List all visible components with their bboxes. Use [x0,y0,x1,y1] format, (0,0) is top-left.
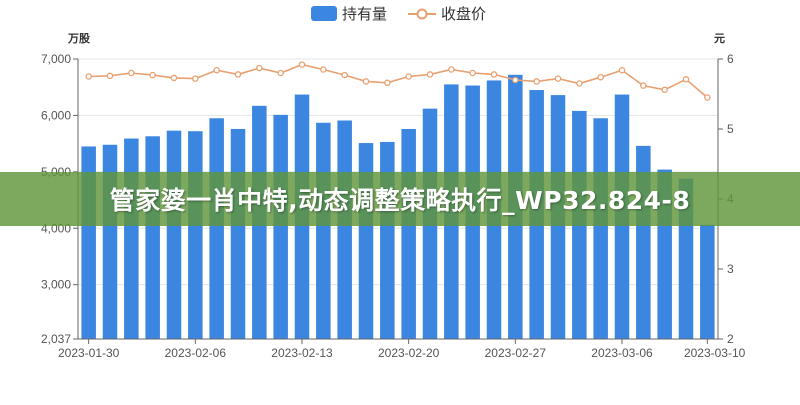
price-point [448,66,455,73]
price-point [298,61,306,68]
bar [316,122,331,339]
legend-bar-swatch[interactable] [311,6,337,21]
bar [145,136,160,339]
price-point [106,72,114,80]
price-point [170,74,178,82]
bar [401,128,416,339]
price-point [362,78,370,85]
price-point [426,71,434,78]
x-tick-label: 2023-02-27 [485,346,547,360]
price-point [640,82,647,89]
bar [337,120,352,340]
price-point [597,73,604,81]
watermark-text: 管家婆一肖中特,动态调整策略执行_WP32.824-8 [109,186,691,215]
price-point [512,76,519,84]
price-point [149,71,156,79]
watermark-banner: 管家婆一肖中特,动态调整策略执行_WP32.824-8 [0,172,800,226]
price-point [618,66,626,74]
price-point [256,64,263,72]
axes: 2,0373,0004,0005,0006,0007,000234562023-… [41,52,746,360]
legend[interactable]: 持有量 收盘价 [311,5,486,23]
price-point [320,66,327,73]
x-tick-label: 2023-03-06 [591,346,653,360]
legend-line-marker[interactable] [416,8,428,20]
line-series [85,61,711,101]
y-left-tick-label: 3,000 [41,278,71,292]
price-point [192,75,199,82]
price-point [128,69,135,77]
bar [700,224,715,339]
x-tick-label: 2023-02-13 [271,346,333,360]
price-point [341,71,348,79]
price-point [234,71,242,78]
price-point [85,73,92,80]
bar [166,130,182,339]
price-point [554,75,562,82]
y-left-tick-label: 7,000 [41,52,71,66]
bar [593,118,608,339]
x-tick-label: 2023-02-20 [378,346,440,360]
price-point [469,69,476,77]
y-right-tick-label: 3 [727,262,734,276]
bar [124,138,139,339]
y-left-tick-label: 2,037 [41,332,71,346]
price-point [661,86,668,94]
y-left-tick-label: 6,000 [41,108,71,122]
price-point [213,66,220,74]
price-point [682,76,690,83]
price-point [576,80,583,87]
y-right-tick-label: 5 [727,122,734,136]
bar [209,118,224,339]
y-right-unit-label: 元 [714,32,725,45]
x-tick-label: 2023-03-10 [684,346,746,360]
y-left-unit-label: 万股 [67,32,91,45]
price-line [88,63,708,99]
price-point [277,69,284,77]
bar [230,128,246,339]
price-point [384,79,391,87]
price-point [704,94,711,101]
price-point [490,71,498,78]
legend-bar-label[interactable]: 持有量 [342,6,387,23]
price-point [405,73,412,80]
x-tick-label: 2023-02-06 [165,346,227,360]
y-right-tick-label: 6 [727,52,734,66]
y-right-tick-label: 2 [727,332,734,346]
legend-line-label[interactable]: 收盘价 [441,5,486,23]
price-point [533,78,540,85]
bar [188,131,203,339]
bar [273,114,288,339]
x-tick-label: 2023-01-30 [58,346,120,360]
